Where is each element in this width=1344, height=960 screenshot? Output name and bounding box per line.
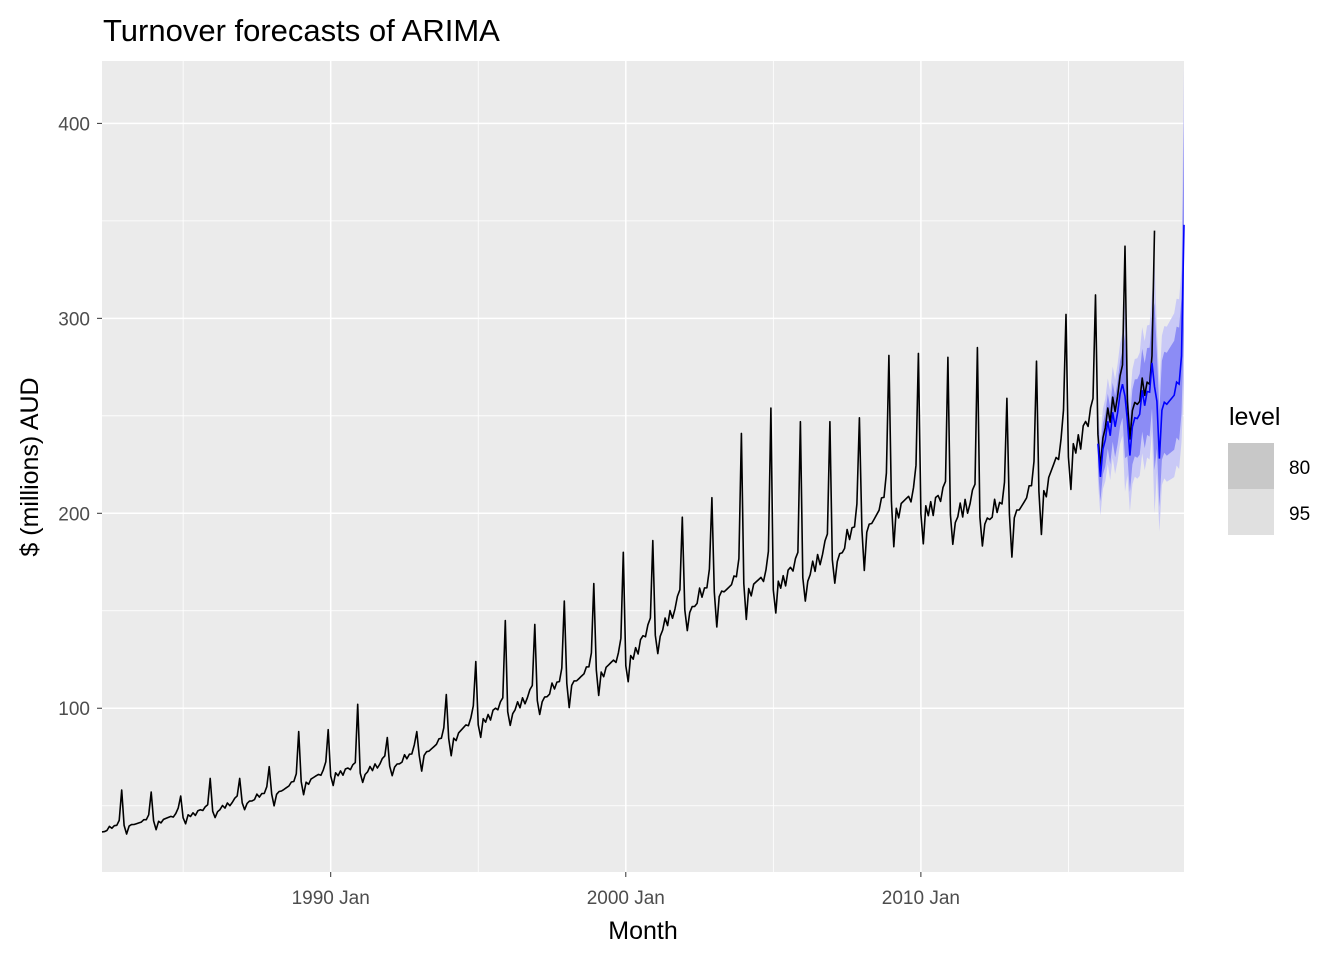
series-lines [101,224,1185,835]
legend-key-80 [1228,443,1274,489]
x-tick-label: 2000 Jan [587,888,665,909]
plot-panel [102,61,1184,872]
legend-label-95: 95 [1289,504,1310,525]
x-tick-label: 2010 Jan [882,888,960,909]
legend-label-80: 80 [1289,458,1310,479]
y-axis-title: $ (millions) AUD [16,377,44,556]
y-tick-label: 400 [58,114,90,135]
x-tick-label: 1990 Jan [292,888,370,909]
chart-title: Turnover forecasts of ARIMA [103,13,500,48]
actual-series-line [101,230,1156,835]
legend-key-95 [1228,489,1274,535]
y-tick-label: 100 [58,699,90,720]
x-axis-title: Month [608,917,677,945]
y-tick-label: 300 [58,309,90,330]
forecast-line [1097,224,1185,477]
legend: level 80 95 [1228,403,1310,535]
y-tick-label: 200 [58,504,90,525]
legend-title: level [1229,403,1280,431]
axes: 100 200 300 400 1990 Jan 2000 Jan 2010 Jan [58,114,960,909]
